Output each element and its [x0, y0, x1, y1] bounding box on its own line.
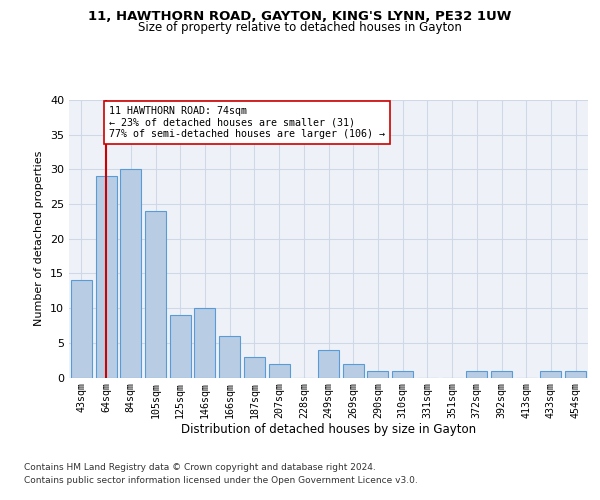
- Text: Size of property relative to detached houses in Gayton: Size of property relative to detached ho…: [138, 22, 462, 35]
- Bar: [367, 370, 388, 378]
- Text: 11, HAWTHORN ROAD, GAYTON, KING'S LYNN, PE32 1UW: 11, HAWTHORN ROAD, GAYTON, KING'S LYNN, …: [88, 10, 512, 23]
- Bar: [466, 370, 487, 378]
- Text: Distribution of detached houses by size in Gayton: Distribution of detached houses by size …: [181, 422, 476, 436]
- Bar: [145, 211, 166, 378]
- Y-axis label: Number of detached properties: Number of detached properties: [34, 151, 44, 326]
- Bar: [194, 308, 215, 378]
- Bar: [318, 350, 339, 378]
- Bar: [269, 364, 290, 378]
- Bar: [219, 336, 240, 378]
- Bar: [392, 370, 413, 378]
- Bar: [71, 280, 92, 378]
- Bar: [244, 356, 265, 378]
- Text: Contains HM Land Registry data © Crown copyright and database right 2024.: Contains HM Land Registry data © Crown c…: [24, 462, 376, 471]
- Bar: [541, 370, 562, 378]
- Bar: [565, 370, 586, 378]
- Bar: [491, 370, 512, 378]
- Bar: [95, 176, 116, 378]
- Text: Contains public sector information licensed under the Open Government Licence v3: Contains public sector information licen…: [24, 476, 418, 485]
- Bar: [343, 364, 364, 378]
- Bar: [120, 170, 141, 378]
- Text: 11 HAWTHORN ROAD: 74sqm
← 23% of detached houses are smaller (31)
77% of semi-de: 11 HAWTHORN ROAD: 74sqm ← 23% of detache…: [109, 106, 385, 138]
- Bar: [170, 315, 191, 378]
